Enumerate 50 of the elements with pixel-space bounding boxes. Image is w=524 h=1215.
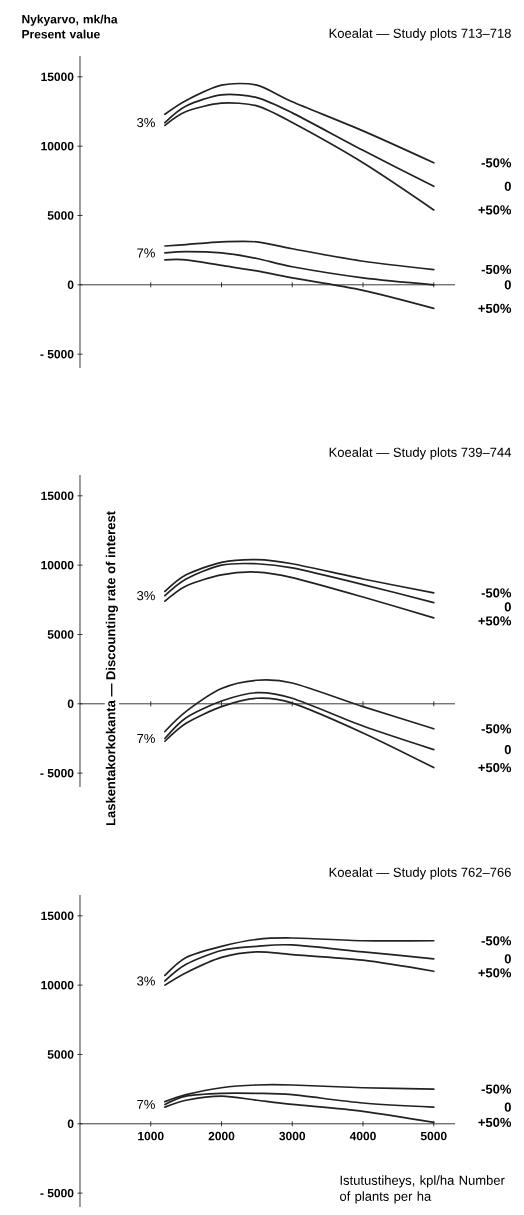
x-tick-label: 1000	[138, 1131, 164, 1141]
y-tick-label: 0	[67, 280, 74, 290]
text: +50%	[478, 763, 512, 773]
annotation: 7%	[137, 248, 155, 258]
x-tick-label: 4000	[349, 1131, 376, 1141]
text: +50%	[478, 303, 512, 314]
text: -50%	[481, 724, 512, 734]
y-tick-label: 0	[67, 699, 74, 709]
y-tick-label: - 5000	[40, 768, 74, 778]
y-tick-label: 15000	[41, 491, 74, 501]
x-tick-label: 3000	[279, 1131, 306, 1141]
y-tick-label: - 5000	[40, 1188, 74, 1198]
annotation: 3%	[137, 117, 155, 128]
text: -50%	[481, 158, 512, 168]
text: 0	[504, 280, 511, 290]
text: -50%	[481, 1084, 512, 1094]
x-tick-label: 5000	[420, 1131, 447, 1141]
text: -50%	[481, 588, 512, 598]
text: 0	[504, 745, 511, 755]
y-axis-title: Nykyarvo, mk/ha Present value	[22, 14, 118, 39]
y-tick-label: 10000	[41, 560, 74, 570]
y-tick-label: 5000	[47, 630, 74, 639]
annotation: 3%	[137, 591, 155, 601]
annotation: 7%	[137, 1099, 155, 1109]
y-tick-label: 10000	[41, 141, 74, 151]
y-tick-label: 5000	[47, 1050, 74, 1059]
y-tick-label: 15000	[41, 911, 74, 921]
text: +50%	[478, 616, 512, 626]
text: 0	[504, 602, 511, 612]
y-tick-label: 10000	[41, 980, 74, 990]
text: 0	[504, 1102, 511, 1112]
y-tick-label: 5000	[47, 211, 74, 220]
text: -50%	[481, 936, 512, 946]
text: +50%	[478, 1117, 512, 1127]
annotation: 3%	[137, 976, 155, 986]
chart-title: Koealat — Study plots 739–744	[329, 447, 512, 460]
y-tick-label: 15000	[41, 72, 74, 82]
text: +50%	[478, 968, 512, 978]
y-axis-title: Laskentakorkokanta — Discounting rate of interest	[105, 511, 118, 826]
y-tick-label: 0	[67, 1119, 74, 1129]
text: 0	[504, 954, 511, 964]
y-tick-label: - 5000	[40, 349, 74, 359]
text: -50%	[481, 264, 512, 275]
chart-title: Koealat — Study plots 762–766	[329, 867, 511, 880]
annotation: 7%	[137, 733, 155, 744]
x-tick-label: 2000	[208, 1131, 235, 1141]
chart-title: Koealat — Study plots 713–718	[329, 28, 511, 41]
text: +50%	[478, 205, 512, 215]
x-axis-title: Istutustiheys, kpl/ha Number of plants per ha	[340, 1175, 505, 1204]
text: 0	[504, 181, 511, 191]
